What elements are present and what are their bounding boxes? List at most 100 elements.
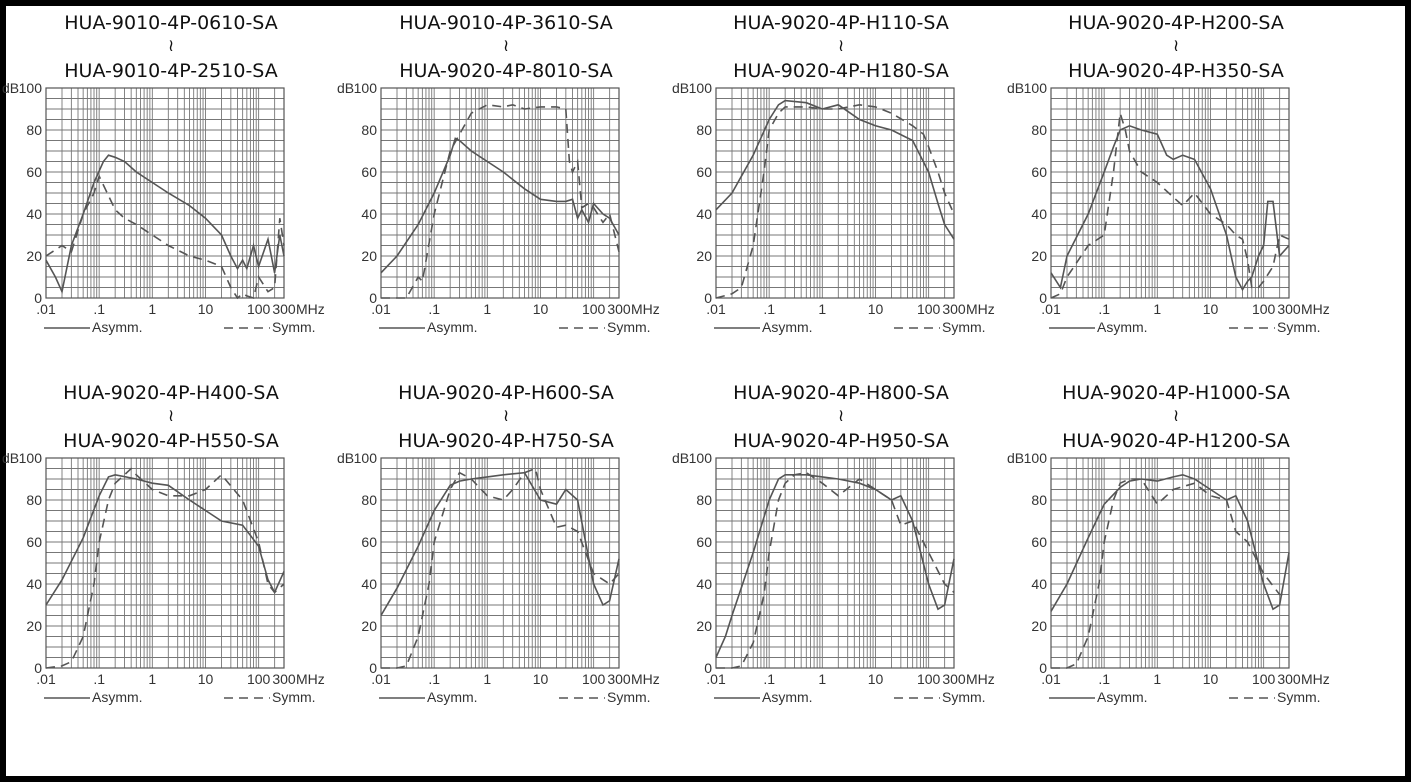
chart-panel-3: HUA-9020-4P-H110-SA ≀ HUA-9020-4P-H180-SA 0… bbox=[672, 6, 1006, 366]
y-tick-label: 100 bbox=[1024, 450, 1048, 466]
x-tick-label: 10 bbox=[198, 671, 214, 687]
y-tick-label: 100 bbox=[1024, 80, 1048, 96]
chart-panel-2: HUA-9010-4P-3610-SA ≀ HUA-9020-4P-8010-SA 0… bbox=[337, 6, 671, 366]
chart-panel-7: HUA-9020-4P-H800-SA ≀ HUA-9020-4P-H950-SA 0… bbox=[672, 376, 1006, 736]
series-line-asymm bbox=[45, 154, 285, 295]
series-line-asymm bbox=[1050, 473, 1290, 612]
x-tick-label: .01 bbox=[371, 301, 391, 317]
y-tick-label: 40 bbox=[26, 206, 42, 222]
y-tick-label: 60 bbox=[26, 534, 42, 550]
y-tick-label: 20 bbox=[26, 618, 42, 634]
x-unit-label: MHz bbox=[1301, 671, 1330, 687]
chart-title-line1: HUA-9020-4P-H600-SA bbox=[398, 382, 614, 404]
plot-frame bbox=[380, 87, 620, 299]
legend-label-asymm: Asymm. bbox=[427, 319, 478, 335]
y-tick-label: 60 bbox=[361, 534, 377, 550]
x-tick-label: 10 bbox=[1203, 671, 1219, 687]
y-tick-label: 60 bbox=[361, 164, 377, 180]
x-tick-label: 100 bbox=[582, 301, 606, 317]
x-tick-label: 300 bbox=[1277, 671, 1301, 687]
x-unit-label: MHz bbox=[966, 671, 995, 687]
y-axis-label: dB bbox=[672, 80, 689, 96]
y-tick-label: 20 bbox=[361, 248, 377, 264]
y-tick-label: 80 bbox=[26, 122, 42, 138]
legend-label-asymm: Asymm. bbox=[92, 689, 143, 705]
legend-label-symm: Symm. bbox=[607, 689, 651, 705]
x-tick-label: 300 bbox=[1277, 301, 1301, 317]
y-tick-label: 100 bbox=[689, 80, 713, 96]
chart-title-line2: HUA-9020-4P-H1200-SA bbox=[1062, 430, 1290, 452]
y-tick-label: 20 bbox=[1031, 248, 1047, 264]
y-tick-label: 0 bbox=[34, 290, 42, 306]
x-tick-label: .01 bbox=[371, 671, 391, 687]
chart-title-connector: ≀ bbox=[837, 406, 845, 426]
x-tick-label: 100 bbox=[582, 671, 606, 687]
x-unit-label: MHz bbox=[966, 301, 995, 317]
x-tick-label: 100 bbox=[1252, 671, 1276, 687]
series-line-symm bbox=[45, 174, 285, 300]
y-tick-label: 60 bbox=[696, 164, 712, 180]
y-tick-label: 80 bbox=[361, 122, 377, 138]
y-axis-label: dB bbox=[1007, 450, 1024, 466]
x-tick-label: .01 bbox=[1041, 301, 1061, 317]
datasheet-sheet: HUA-9010-4P-0610-SA ≀ HUA-9010-4P-2510-SA 0… bbox=[2, 6, 1405, 776]
x-unit-label: MHz bbox=[631, 671, 660, 687]
chart-title-connector: ≀ bbox=[167, 406, 175, 426]
chart-title-line1: HUA-9020-4P-H1000-SA bbox=[1062, 382, 1290, 404]
y-tick-label: 0 bbox=[1039, 660, 1047, 676]
x-tick-label: .1 bbox=[763, 301, 775, 317]
chart-title-line1: HUA-9010-4P-3610-SA bbox=[399, 12, 613, 34]
y-tick-label: 20 bbox=[1031, 618, 1047, 634]
x-tick-label: 300 bbox=[942, 301, 966, 317]
plot-frame bbox=[45, 457, 285, 669]
y-tick-label: 40 bbox=[696, 206, 712, 222]
chart-title-line1: HUA-9020-4P-H800-SA bbox=[733, 382, 949, 404]
y-tick-label: 40 bbox=[1031, 206, 1047, 222]
chart-panel-1: HUA-9010-4P-0610-SA ≀ HUA-9010-4P-2510-SA 0… bbox=[2, 6, 336, 366]
chart-panel-5: HUA-9020-4P-H400-SA ≀ HUA-9020-4P-H550-SA 0… bbox=[2, 376, 336, 736]
plot-frame bbox=[1050, 457, 1290, 669]
y-tick-label: 80 bbox=[361, 492, 377, 508]
x-tick-label: 100 bbox=[1252, 301, 1276, 317]
y-tick-label: 80 bbox=[1031, 492, 1047, 508]
y-tick-label: 20 bbox=[696, 618, 712, 634]
x-tick-label: .1 bbox=[763, 671, 775, 687]
legend-label-symm: Symm. bbox=[272, 319, 316, 335]
series-line-symm bbox=[381, 103, 620, 299]
series-line-symm bbox=[715, 103, 955, 299]
series-line-symm bbox=[1050, 112, 1290, 299]
y-tick-label: 0 bbox=[1039, 290, 1047, 306]
x-tick-label: .1 bbox=[1098, 671, 1110, 687]
chart-title-line2: HUA-9020-4P-H350-SA bbox=[1068, 60, 1284, 82]
chart-title-connector: ≀ bbox=[502, 36, 510, 56]
x-unit-label: MHz bbox=[296, 671, 325, 687]
x-tick-label: .01 bbox=[36, 671, 56, 687]
x-tick-label: .01 bbox=[1041, 671, 1061, 687]
x-tick-label: .1 bbox=[93, 301, 105, 317]
y-axis-label: dB bbox=[1007, 80, 1024, 96]
y-tick-label: 0 bbox=[704, 290, 712, 306]
x-tick-label: 300 bbox=[607, 671, 631, 687]
y-tick-label: 80 bbox=[696, 492, 712, 508]
chart-title-connector: ≀ bbox=[167, 36, 175, 56]
legend-label-asymm: Asymm. bbox=[762, 689, 813, 705]
chart-title-connector: ≀ bbox=[837, 36, 845, 56]
x-tick-label: 10 bbox=[868, 301, 884, 317]
series-line-symm bbox=[381, 467, 620, 669]
y-tick-label: 60 bbox=[1031, 534, 1047, 550]
y-tick-label: 100 bbox=[19, 80, 43, 96]
plot-frame bbox=[45, 87, 285, 299]
x-tick-label: .1 bbox=[428, 671, 440, 687]
x-tick-label: 10 bbox=[533, 301, 549, 317]
chart-title-line2: HUA-9020-4P-H950-SA bbox=[733, 430, 949, 452]
series-line-asymm bbox=[45, 473, 285, 606]
y-tick-label: 100 bbox=[354, 80, 378, 96]
y-tick-label: 40 bbox=[1031, 576, 1047, 592]
y-axis-label: dB bbox=[337, 450, 354, 466]
x-tick-label: 1 bbox=[148, 671, 156, 687]
